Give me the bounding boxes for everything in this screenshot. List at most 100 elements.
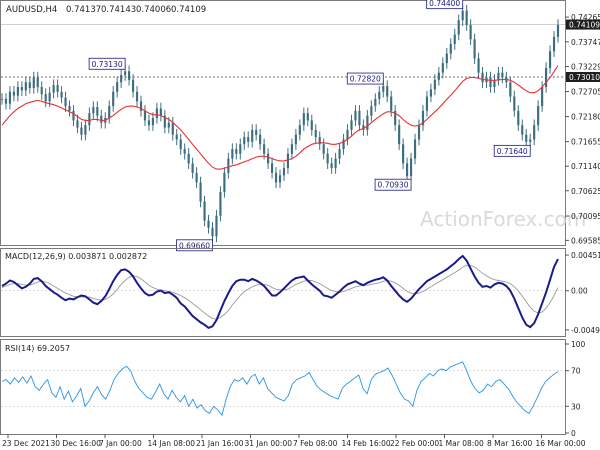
price-bar-body [135,91,139,102]
price-bar-body [187,153,190,164]
time-tick-label: 8 Mar 16:00 [487,439,533,448]
last-price-tag [566,19,600,30]
price-bar-body [32,77,35,88]
annotation-box [346,72,384,85]
price-bar-body [195,172,198,183]
price-bar-body [4,98,8,104]
price-bar-body [302,113,305,126]
price-bar-body [64,97,67,107]
price-bar-body [413,139,417,159]
rsi-tick-label: 70 [571,367,581,376]
price-bar-body [552,36,556,52]
price-bar-body [326,153,329,164]
price-bar-body [346,129,349,140]
price-bar-body [374,98,377,107]
price-bar-body [116,82,119,92]
macd-tick-label: -0.00495 [571,326,600,335]
time-tick-label: 16 Mar 00:00 [536,439,586,448]
price-bar-body [40,87,43,95]
price-tick-label: 0.72180 [571,113,600,122]
price-bar-body [128,71,131,80]
price-bar-body [131,79,135,92]
support-line-tag [566,71,600,82]
time-tick-label: 7 Jan 00:00 [99,439,142,448]
price-bar-body [203,201,206,221]
price-bar-body [453,34,456,45]
price-bar-body [151,118,154,126]
price-bar-body [211,227,214,237]
price-bar-body [533,125,536,140]
macd-tick-label: 0.004517 [571,251,600,260]
price-bar-body [445,53,448,64]
time-tick-label: 14 Feb 16:00 [342,439,391,448]
ohlc-readout: 0.74137 0.74143 0.74006 0.74109 [66,5,206,15]
macd-line [1,254,559,330]
price-bar-body [481,72,484,83]
price-bar-body [24,82,27,91]
price-bar-body [473,39,476,59]
rsi-series [1,361,559,417]
price-bar-body [545,67,548,88]
price-bar-body [449,44,452,54]
price-bar-body [425,96,429,111]
moving-average-line [1,65,559,170]
price-bar-body [366,115,369,130]
price-bar-body [199,182,202,202]
price-bar-body [489,77,492,88]
price-tick-label: 0.71655 [571,138,600,147]
price-bar-body [179,139,182,150]
price-bar-body [8,91,12,104]
price-bar-body [207,220,210,228]
symbol-label: AUDUSD,H4 [6,5,57,15]
price-bar-body [255,129,258,135]
price-bar-body [342,139,345,150]
price-y-axis: 0.74265 0.73747 0.73229 0.72705 0.72180 0.716… [1,13,600,245]
price-bar-body [191,163,194,173]
price-bar-body [354,110,357,121]
price-bar-body [334,158,337,169]
price-bar-body [433,79,436,90]
macd-y-axis: 0.004517 0.00 -0.00495 [1,251,600,335]
price-bar-body [12,91,15,96]
time-axis: 23 Dec 2021 30 Dec 16:007 Jan 00:00 14 Jan… [2,434,586,448]
price-tick-label: 0.69585 [571,236,600,245]
price-bar-body [402,144,405,164]
watermark: ActionForex.com [420,207,586,231]
price-bar-body [429,89,432,97]
price-bar-body [175,134,178,140]
rsi-panel-border [0,339,566,435]
price-series [0,4,560,243]
price-bar-body [350,120,353,130]
price-bar-body [298,125,301,135]
price-bar-body [493,79,496,88]
annotation-label: 0.69660 [179,241,210,250]
annotation-box [88,57,126,70]
rsi-tick-label: 30 [571,402,581,411]
price-bar-body [72,110,75,121]
time-tick-label: 7 Feb 08:00 [293,439,338,448]
last-price-label: 0.74109 [569,21,600,30]
price-tick-label: 0.70095 [571,212,600,221]
price-bar-body [247,137,250,142]
price-bar-body [318,137,321,145]
price-tick-label: 0.73747 [571,38,600,47]
price-bar-body [513,96,516,111]
price-bar-body [163,115,166,128]
price-bar-body [36,77,39,88]
price-tick-label: 0.73229 [571,63,600,72]
rsi-panel: RSI(14) 69.2057 100 70 30 0 [0,339,586,438]
time-tick-label: 1 Mar 08:00 [439,439,485,448]
price-bar-body [235,149,238,154]
time-tick-label: 22 Feb 00:00 [390,439,439,448]
price-bar-body [167,122,170,128]
price-bar-body [231,149,234,159]
annotation-label: 0.73130 [92,60,123,69]
ohlc-low: 0.74006 [136,5,171,15]
price-bar-body [330,163,333,169]
price-bar-body [497,72,500,80]
annotation-box [176,239,213,252]
macd-title: MACD(12,26,9) 0.003871 0.002872 [5,252,147,261]
price-bar-body [267,153,270,164]
price-bar-body [469,24,472,40]
